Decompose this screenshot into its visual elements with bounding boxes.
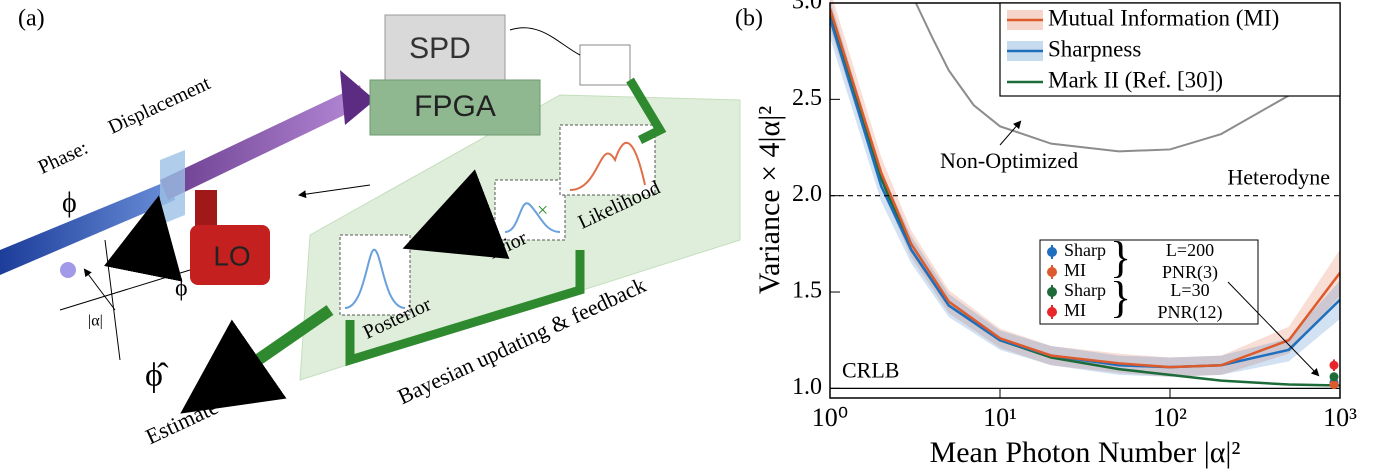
x-tick-label: 10² [1153,403,1187,432]
legend-label: Mark II (Ref. [30]) [1048,67,1223,92]
likelihood-curve [569,141,646,191]
legend-box [999,2,1341,97]
brace: } [1110,233,1131,282]
point [1329,360,1339,370]
legend-label: Sharp [1064,280,1106,300]
estimate-label: Estimate [142,394,222,449]
brace: } [1110,273,1131,322]
group-label: L=30 [1170,280,1209,300]
spd-label: SPD [409,32,471,65]
group-label: PNR(12) [1157,302,1222,323]
panel-label: (b) [735,6,763,32]
arrow [180,305,334,414]
legend-marker [1047,267,1057,277]
estimate-symbol: ϕ̂ [145,357,169,394]
legend-label: Mutual Information (MI) [1048,5,1279,30]
panel-label: (a) [18,6,45,32]
axis [83,268,116,311]
annotation-arrow [999,120,1022,146]
posterior-box [339,234,411,316]
y-tick-label: 3.0 [792,0,822,15]
group-label: L=200 [1166,240,1214,260]
legend-marker [1047,247,1057,257]
inset-legend-box [1039,239,1259,325]
beam [160,85,365,200]
legend-marker [1047,307,1057,317]
axis [104,239,121,361]
lo-label: LO [213,240,250,271]
point [1329,372,1339,382]
legend-label: MI [1064,260,1086,280]
y-tick-label: 2.0 [792,181,822,207]
line [830,8,1340,369]
x-axis-label: Mean Photon Number |α|² [930,436,1241,469]
reference-label: CRLB [842,357,899,382]
x-tick-label: 10³ [1323,403,1357,432]
reference-label: Heterodyne [1227,165,1330,190]
y-tick-label: 2.5 [792,85,822,111]
y-tick-label: 1.5 [792,278,822,304]
axis [59,269,191,311]
lo-box [190,225,270,285]
reference-curve [914,2,1340,153]
times: × [537,200,548,222]
legend-marker [1047,287,1057,297]
small-plot [579,44,631,86]
beam-splitter [160,150,185,225]
wire [509,27,581,56]
inset-arrow [1227,281,1320,377]
legend-label: Sharp [1064,240,1106,260]
prior-curve [504,202,561,233]
amplitude-label: |α| [88,313,103,330]
state [60,262,76,278]
arrow [626,77,667,145]
y-axis-label: Variance × 4|α|² [753,106,786,295]
lens [340,70,375,125]
legend-label: MI [1064,300,1086,320]
angle-label: ϕ [175,276,188,302]
diagram: (a) SPD FPGA LO Phase: Displacement ϕ |α… [0,6,741,449]
point [1329,380,1339,390]
fpga-label: FPGA [414,90,496,123]
reference-curve-label: Non-Optimized [940,148,1078,173]
x-tick-label: 10⁰ [812,403,848,432]
plot-area [830,0,1340,387]
arrow [402,169,510,259]
arrow [104,195,183,282]
group-label: PNR(3) [1162,262,1218,283]
wire [298,184,371,199]
displacement-label: Displacement [105,72,214,139]
arrow [345,250,585,367]
phase-label: Phase: [35,137,92,179]
phase-symbol: ϕ [62,187,77,218]
legend-label: Sharpness [1048,36,1141,61]
y-tick-label: 1.0 [792,374,822,400]
posterior-curve [344,248,406,309]
x-tick-label: 10¹ [983,403,1017,432]
fpga-box [369,79,541,136]
